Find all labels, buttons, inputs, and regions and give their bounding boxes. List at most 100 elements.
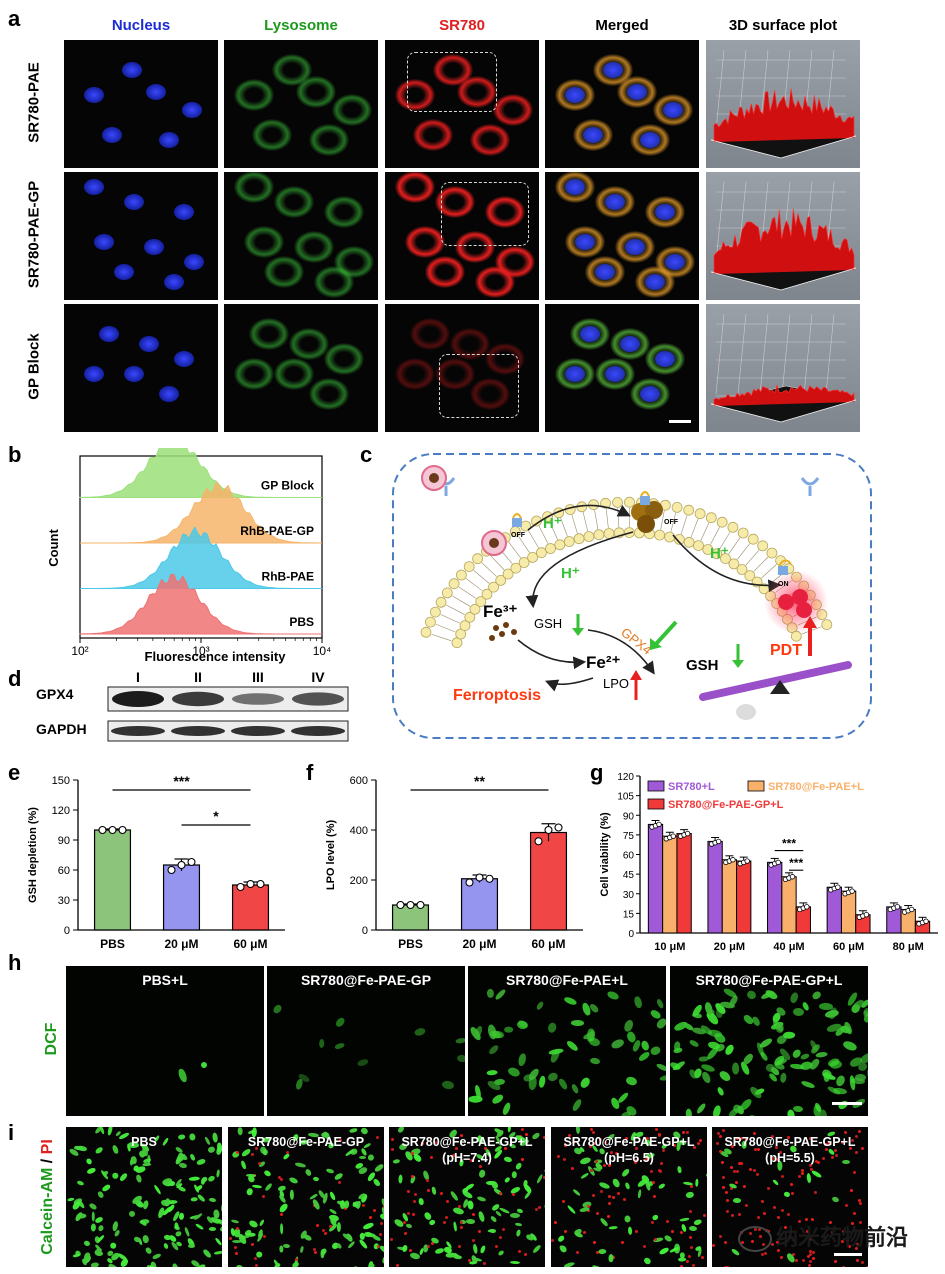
gapdh-band-0 [111, 726, 165, 736]
surface-plot-2 [706, 304, 860, 432]
pdt-label: PDT [770, 642, 802, 659]
live-dead-image-1: SR780@Fe-PAE-GP [228, 1127, 384, 1267]
e-ytick-1: 30 [58, 895, 70, 907]
xtick-1: 10³ [192, 644, 209, 658]
g-ytick-7: 105 [617, 792, 634, 803]
lpo-label: LPO [603, 676, 629, 691]
e-point [256, 879, 265, 889]
row-label-2: GP Block [25, 333, 43, 400]
g-bar-0-0 [647, 823, 664, 934]
live-dead-image-4: SR780@Fe-PAE-GP+L (pH=5.5) [712, 1127, 868, 1267]
dcf-side-label: DCF [43, 1022, 60, 1056]
lock-icon [512, 518, 522, 527]
micrograph-r0-c2 [385, 40, 539, 168]
f-xtick-0: PBS [398, 937, 423, 951]
g-ytick-2: 30 [623, 890, 635, 901]
legend-2: RhB-PAE [262, 570, 314, 584]
g-sig-0: *** [782, 837, 796, 851]
gsh-label-1: GSH [534, 616, 562, 631]
e-ylabel: GSH depletion (%) [27, 807, 39, 903]
g-ylabel: Cell viability (%) [599, 812, 611, 897]
f-point [554, 823, 563, 832]
dcf-image-0: PBS+L [66, 966, 264, 1116]
roi-box [439, 354, 519, 418]
micrograph-r0-c3 [545, 40, 699, 168]
g-bar-1-0 [662, 835, 678, 934]
gsh-depletion-bar-chart: 0 30 60 90 120 150 GSH depletion (%) PBS 20 μM 60… [27, 773, 285, 951]
live-dead-label-4: SR780@Fe-PAE-GP+L [724, 1135, 856, 1149]
g-ytick-1: 15 [623, 909, 635, 920]
f-ylabel: LPO level (%) [325, 820, 337, 891]
cell-viability-bar-chart: 0 15 30 45 60 75 90 105 120 Cell viability (%) 10 … [599, 772, 938, 953]
e-ytick-5: 150 [52, 775, 70, 787]
xtick-0: 10² [71, 644, 88, 658]
f-point [544, 825, 553, 835]
f-ytick-1: 200 [350, 875, 368, 887]
e-point [108, 825, 117, 835]
e-point [236, 882, 245, 892]
active-particle-icon [778, 594, 794, 610]
e-ytick-2: 60 [58, 865, 70, 877]
e-xtick-1: 20 μM [164, 937, 198, 951]
micrograph-r1-c2 [385, 172, 539, 300]
e-bar-1 [162, 864, 201, 931]
seesaw-beam [699, 661, 852, 701]
column-header-0: Nucleus [111, 17, 171, 34]
e-ytick-4: 120 [52, 805, 70, 817]
surface-plot-0 [706, 40, 860, 168]
g-ytick-6: 90 [623, 811, 635, 822]
seesaw-fulcrum [770, 680, 790, 694]
f-bar-0 [391, 904, 430, 931]
mechanism-schematic: OFF H⁺ OFF H⁺ H⁺ ON Fe³⁺ GSH GPX4 Fe²⁺ G… [392, 453, 872, 739]
scale-bar [669, 420, 691, 423]
surface-plot-1 [706, 172, 860, 300]
e-point [246, 879, 255, 889]
g-legend-2: SR780@Fe-PAE-GP+L [668, 799, 784, 811]
f-bar-2 [529, 831, 568, 931]
g-ytick-3: 45 [623, 870, 635, 881]
row-label-1: SR780-PAE-GP [25, 180, 43, 289]
g-xtick-3: 60 μM [833, 941, 864, 953]
g-ytick-4: 60 [623, 851, 635, 862]
f-point [465, 878, 474, 887]
panel-i-label: i [8, 1120, 15, 1145]
column-header-3: Merged [595, 17, 649, 34]
calcein-pi-side-label: Calcein-AM / PI [39, 1137, 57, 1257]
g-legend-swatch-1 [747, 780, 765, 792]
calcein-label: Calcein-AM [39, 1167, 56, 1255]
g-xtick-2: 40 μM [773, 941, 804, 953]
g-legend-1: SR780@Fe-PAE+L [768, 781, 864, 793]
green-down-arrow-1 [572, 628, 584, 636]
dcf-image-label-3: SR780@Fe-PAE-GP+L [695, 972, 843, 988]
gpx4-band-3 [292, 692, 344, 706]
green-down-arrow-3 [732, 660, 744, 668]
e-point [167, 865, 176, 875]
gsh-label-2: GSH [686, 657, 719, 674]
g-ytick-8: 120 [617, 772, 634, 783]
b-ylabel: Count [46, 529, 61, 567]
gpx4-band-1 [172, 691, 224, 707]
scale-bar [832, 1102, 862, 1105]
micrograph-r2-c3 [545, 304, 699, 432]
e-point [118, 825, 127, 835]
lpo-level-bar-chart: 0 200 400 600 LPO level (%) PBS 20 μM 60 μM ** [325, 773, 583, 951]
e-sig-1: * [213, 808, 219, 824]
red-up-arrow-2 [803, 616, 817, 628]
panel-d-label: d [8, 666, 22, 691]
e-xtick-2: 60 μM [233, 937, 267, 951]
g-bar-2-0 [676, 833, 692, 934]
dcf-image-label-0: PBS+L [142, 972, 188, 988]
lane-label-3: IV [311, 669, 325, 685]
flow-cytometry-histogram: Count Fluorescence intensity GP Block RhB… [46, 448, 331, 664]
roi-box [441, 182, 529, 246]
g-xtick-0: 10 μM [654, 941, 685, 953]
h-plus-1: H⁺ [543, 515, 562, 532]
column-header-2: SR780 [439, 17, 485, 34]
gpx4-band-0 [112, 691, 164, 707]
panel-b-label: b [8, 442, 22, 467]
live-dead-label-2: SR780@Fe-PAE-GP+L [401, 1135, 533, 1149]
ferroptosis-label: Ferroptosis [453, 687, 541, 704]
live-dead-label-1: SR780@Fe-PAE-GP [247, 1135, 365, 1149]
panel-a-label: a [8, 6, 21, 31]
f-bar-1 [460, 878, 499, 931]
